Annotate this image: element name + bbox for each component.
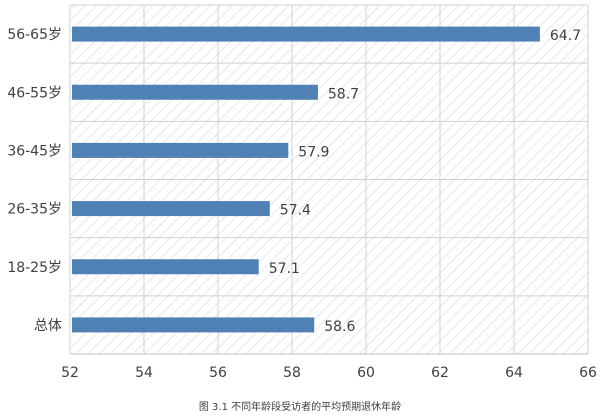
bar xyxy=(72,259,259,275)
x-tick-label: 64 xyxy=(505,365,523,381)
y-tick-label: 46-55岁 xyxy=(7,85,62,101)
bar xyxy=(72,201,270,217)
data-labels: 64.7 58.7 57.9 57.4 57.1 58.6 xyxy=(269,28,581,335)
data-label: 57.1 xyxy=(269,261,300,277)
data-label: 64.7 xyxy=(550,28,581,44)
data-label: 58.7 xyxy=(328,86,359,102)
x-tick-label: 66 xyxy=(579,365,597,381)
data-label: 58.6 xyxy=(324,319,355,335)
x-tick-label: 52 xyxy=(61,365,79,381)
data-label: 57.4 xyxy=(280,203,311,219)
y-tick-label: 26-35岁 xyxy=(7,202,62,218)
gridlines xyxy=(69,4,589,355)
chart-caption: 图 3.1 不同年龄段受访者的平均预期退休年龄 xyxy=(198,402,402,413)
x-tick-label: 54 xyxy=(135,365,153,381)
bar xyxy=(72,26,540,42)
y-tick-label: 18-25岁 xyxy=(7,260,62,276)
y-tick-label: 总体 xyxy=(34,318,62,334)
x-tick-label: 56 xyxy=(209,365,227,381)
bars xyxy=(72,26,540,333)
x-tick-label: 60 xyxy=(357,365,375,381)
x-tick-label: 58 xyxy=(283,365,301,381)
x-axis-labels: 52 54 56 58 60 62 64 66 xyxy=(61,365,597,381)
bar xyxy=(72,142,289,158)
y-tick-label: 56-65岁 xyxy=(7,27,62,43)
bar xyxy=(72,317,315,333)
bar xyxy=(72,84,318,100)
data-label: 57.9 xyxy=(298,144,329,160)
x-tick-label: 62 xyxy=(431,365,449,381)
y-tick-label: 36-45岁 xyxy=(7,143,62,159)
